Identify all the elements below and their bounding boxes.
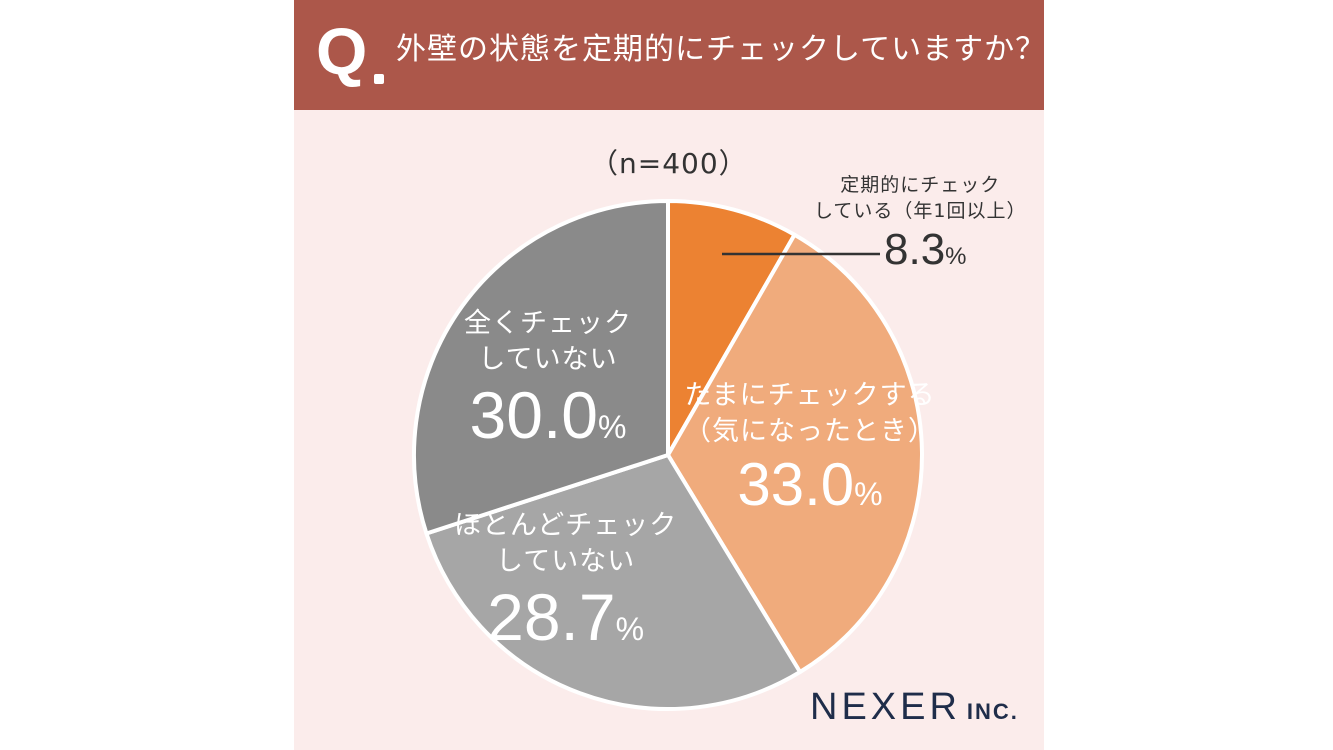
nexer-logo: NEXER INC. <box>810 686 1019 729</box>
slice-never <box>412 199 670 536</box>
pie-chart <box>412 199 924 711</box>
slice-value-regular: 8.3% <box>884 225 967 274</box>
logo-suffix: INC. <box>966 699 1019 724</box>
slice-regular <box>666 199 797 457</box>
slice-name-occasional-line2: （気になったとき） <box>684 416 936 447</box>
slice-name-never-line1: 全くチェック <box>464 308 632 339</box>
slice-name-rarely-line1: ほとんどチェック <box>454 510 678 541</box>
slice-value-rarely: 28.7% <box>487 580 645 654</box>
slice-name-regular-line1: 定期的にチェック <box>840 174 1001 196</box>
q-mark: Q <box>316 14 368 88</box>
slice-rarely <box>424 453 803 711</box>
question-text: 外壁の状態を定期的にチェックしていますか？ <box>396 32 1044 67</box>
slice-name-rarely-line2: していない <box>496 546 636 577</box>
slice-name-never-line2: していない <box>478 344 618 375</box>
slice-label-never: 全くチェック していない 30.0% <box>464 306 632 464</box>
slice-name-regular-line2: している（年1回以上） <box>814 200 1027 222</box>
sample-size: （n=400） <box>590 147 748 180</box>
slice-occasional <box>666 232 924 674</box>
slice-value-occasional: 33.0% <box>737 451 883 518</box>
slice-value-never: 30.0% <box>469 378 627 452</box>
slice-label-occasional: たまにチェックする （気になったとき） 33.0% <box>684 378 936 529</box>
slice-label-regular: 定期的にチェック している（年1回以上） 8.3% <box>814 172 1027 283</box>
slice-label-rarely: ほとんどチェック していない 28.7% <box>454 508 677 666</box>
slice-name-occasional-line1: たまにチェックする <box>684 380 936 411</box>
logo-main: NEXER <box>810 686 961 728</box>
chart-card: Q 外壁の状態を定期的にチェックしていますか？ （n=400） 定期的にチェック… <box>294 0 1044 750</box>
q-dot <box>374 74 384 84</box>
question-header: Q 外壁の状態を定期的にチェックしていますか？ <box>294 0 1044 110</box>
